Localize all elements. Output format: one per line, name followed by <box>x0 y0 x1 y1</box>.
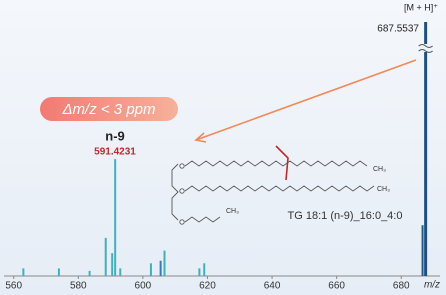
chain <box>184 185 375 192</box>
x-tick-label: 680 <box>393 281 410 292</box>
chain <box>184 216 221 223</box>
peak <box>22 268 25 276</box>
peak <box>424 22 428 276</box>
fragment-mz: 591.4231 <box>94 147 136 158</box>
peak <box>104 237 107 276</box>
isomer-label: n-9 <box>105 128 125 143</box>
peak <box>198 268 201 276</box>
ch3-label: CH₃ <box>226 208 239 215</box>
axis-break-gap <box>418 44 433 52</box>
axis-break <box>418 44 433 53</box>
mass-error-badge <box>40 97 178 121</box>
x-tick-label: 600 <box>135 281 152 292</box>
x-tick-label: 560 <box>5 281 22 292</box>
x-tick-label: 620 <box>199 281 216 292</box>
x-tick-label: 640 <box>264 281 281 292</box>
mass-error: Δm/z < 3 ppm <box>61 101 155 118</box>
peak <box>421 225 424 276</box>
ch3-label: CH₃ <box>377 186 390 193</box>
precursor-ion: [M + H]⁺ <box>404 2 438 12</box>
precursor-mz: 687.5537 <box>377 24 419 35</box>
peak <box>163 250 166 276</box>
peak <box>149 263 152 276</box>
cleavage-mark <box>275 145 289 181</box>
arrow-head <box>194 132 207 143</box>
peak <box>119 268 122 276</box>
peak <box>57 268 60 276</box>
peak <box>203 263 206 276</box>
backbone <box>171 163 179 221</box>
x-tick-label: 660 <box>328 281 345 292</box>
chain <box>184 160 368 167</box>
arrow <box>195 59 417 141</box>
oxygen <box>179 188 185 194</box>
x-tick-label: 580 <box>70 281 87 292</box>
structure <box>171 145 375 225</box>
ch3-label: CH₃ <box>373 166 386 173</box>
oxygen <box>179 219 185 225</box>
peak <box>88 270 91 276</box>
peak <box>111 253 114 276</box>
lipid-label: TG 18:1 (n-9)_16:0_4:0 <box>288 210 403 222</box>
oxygen <box>179 163 185 169</box>
peak <box>114 159 117 276</box>
x-axis-label: m/z <box>424 280 440 291</box>
peak <box>159 260 162 276</box>
